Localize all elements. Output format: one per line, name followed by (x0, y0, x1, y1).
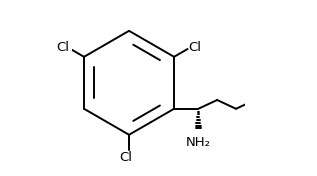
Text: NH₂: NH₂ (186, 136, 211, 149)
Text: Cl: Cl (119, 151, 132, 164)
Text: Cl: Cl (57, 41, 70, 54)
Text: Cl: Cl (188, 41, 201, 54)
